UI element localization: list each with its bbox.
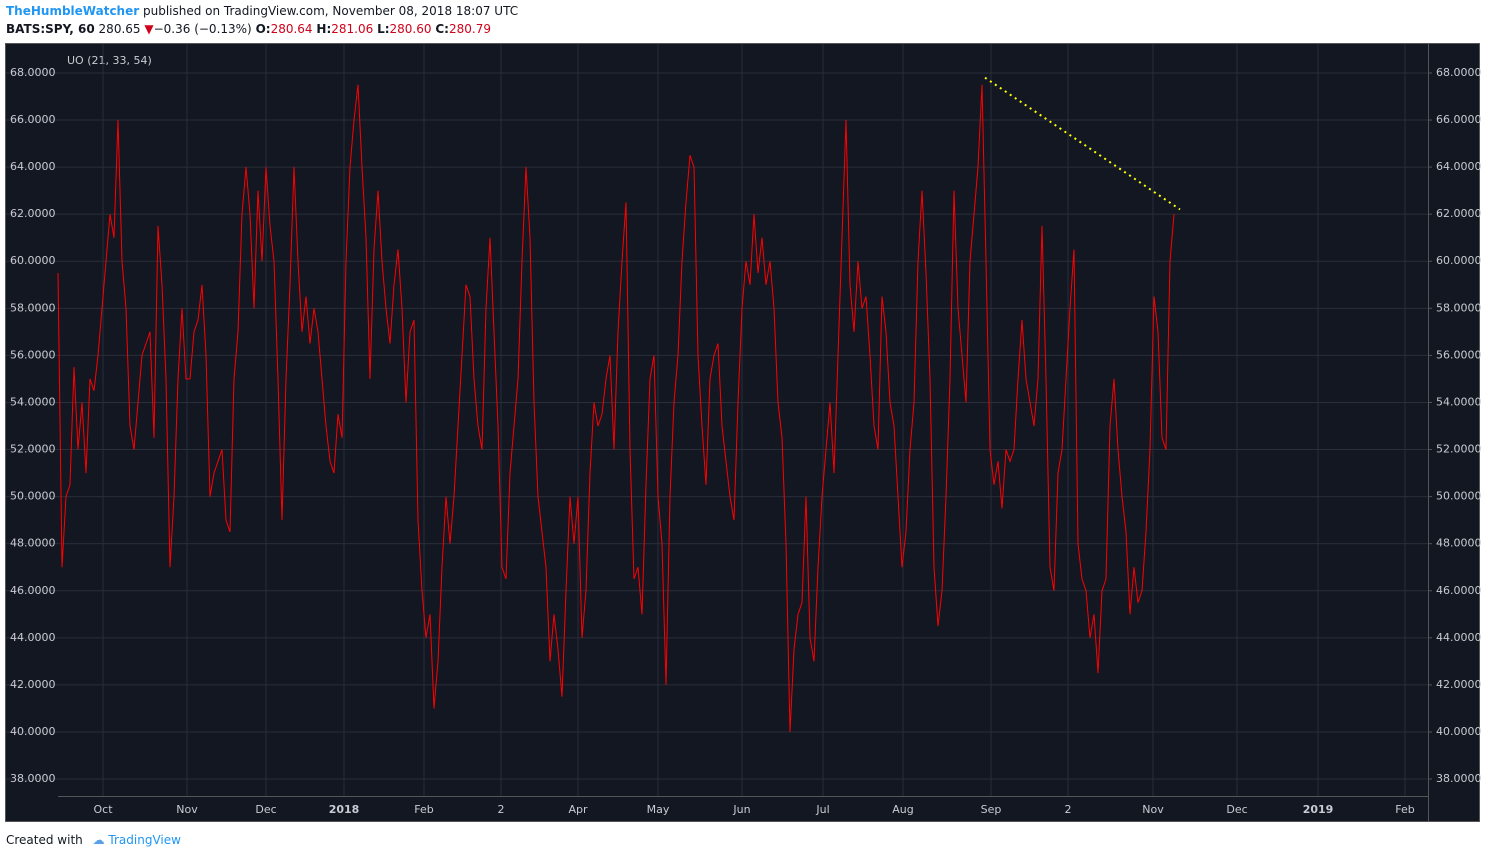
y-tick-label: 62.0000 [10,207,56,220]
y-tick-label-right: 64.0000 [1436,160,1482,173]
y-tick-label-right: 62.0000 [1436,207,1482,220]
y-tick-label-right: 50.0000 [1436,490,1482,503]
low: 280.60 [389,22,432,36]
x-tick-label: Oct [93,803,113,816]
high: 281.06 [331,22,374,36]
x-tick-label: Feb [414,803,433,816]
y-tick-label: 66.0000 [10,113,56,126]
y-tick-label-right: 66.0000 [1436,113,1482,126]
y-tick-label-right: 58.0000 [1436,301,1482,314]
brand[interactable]: TradingView [108,833,181,847]
y-tick-label-right: 54.0000 [1436,395,1482,408]
y-tick-label: 44.0000 [10,631,56,644]
symbol: BATS:SPY, 60 [6,22,95,36]
down-arrow: ▼ [144,22,154,36]
open: 280.64 [270,22,313,36]
y-tick-label-right: 40.0000 [1436,725,1482,738]
x-tick-label: Dec [1226,803,1247,816]
x-tick-label: Dec [255,803,276,816]
created: Created with [6,833,83,847]
y-tick-label: 58.0000 [10,301,56,314]
change: −0.36 (−0.13%) [153,22,252,36]
header-line-1: TheHumbleWatcher published on TradingVie… [6,4,518,18]
chart: UO (21, 33, 54) Oct Nov Dec 2018 Feb 2 Apr May J… [5,43,1482,822]
indicator-label: UO (21, 33, 54) [67,54,152,67]
high-label: H: [316,22,332,36]
y-tick-label: 46.0000 [10,584,56,597]
y-tick-label: 52.0000 [10,443,56,456]
y-tick-label-right: 68.0000 [1436,66,1482,79]
last: 280.65 [98,22,141,36]
x-tick-label: May [647,803,670,816]
header-line-2: BATS:SPY, 60 280.65 ▼−0.36 (−0.13%) O:28… [6,22,491,36]
x-tick-label: Nov [176,803,198,816]
close: 280.79 [448,22,491,36]
y-tick-label-right: 48.0000 [1436,537,1482,550]
x-tick-label: Apr [568,803,588,816]
x-tick-label: Aug [892,803,913,816]
y-tick-label: 42.0000 [10,678,56,691]
y-tick-label: 40.0000 [10,725,56,738]
y-tick-label: 56.0000 [10,348,56,361]
y-tick-label-right: 56.0000 [1436,348,1482,361]
x-tick-label: Nov [1142,803,1164,816]
author[interactable]: TheHumbleWatcher [6,4,140,18]
y-tick-label: 48.0000 [10,537,56,550]
x-tick-label: 2018 [329,803,360,816]
x-tick-label: Feb [1395,803,1414,816]
x-tick-label: Sep [981,803,1002,816]
y-tick-label: 38.0000 [10,772,56,785]
y-tick-label-right: 38.0000 [1436,772,1482,785]
y-tick-label-right: 42.0000 [1436,678,1482,691]
y-tick-label: 54.0000 [10,395,56,408]
y-tick-label: 68.0000 [10,66,56,79]
x-tick-label: 2019 [1303,803,1334,816]
uo-line [57,84,1175,733]
open-label: O: [255,22,271,36]
x-tick-label: 2 [1065,803,1072,816]
low-label: L: [377,22,390,36]
y-tick-label: 60.0000 [10,254,56,267]
footer: Created with ☁ TradingView [6,833,181,847]
y-tick-label: 64.0000 [10,160,56,173]
y-tick-label-right: 46.0000 [1436,584,1482,597]
y-tick-label: 50.0000 [10,490,56,503]
close-label: C: [435,22,449,36]
x-tick-label: Jul [815,803,829,816]
published: published on TradingView.com, November 0… [142,4,519,18]
x-tick-label: 2 [498,803,505,816]
y-tick-label-right: 60.0000 [1436,254,1482,267]
y-tick-label-right: 44.0000 [1436,631,1482,644]
tv-logo: ☁ [92,833,105,847]
x-tick-label: Jun [732,803,750,816]
y-tick-label-right: 52.0000 [1436,443,1482,456]
